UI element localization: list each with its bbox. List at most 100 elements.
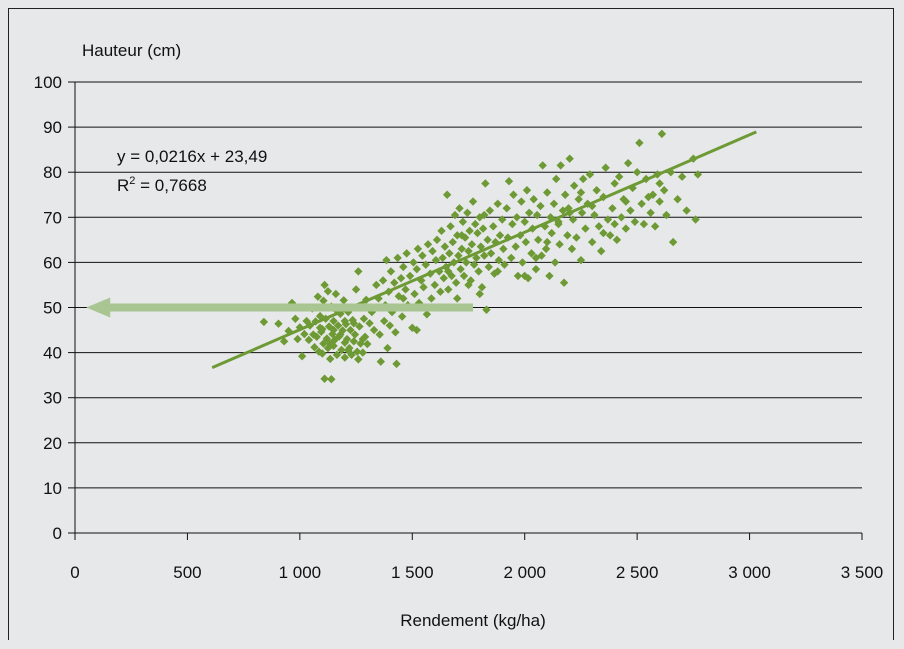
data-point [376, 357, 386, 366]
data-point [480, 251, 489, 260]
data-point [393, 253, 402, 263]
data-point [576, 255, 586, 265]
data-point [655, 179, 664, 188]
data-point [418, 251, 427, 260]
data-point [385, 321, 394, 330]
data-point [644, 192, 653, 202]
data-point [355, 322, 364, 331]
data-point [331, 289, 341, 299]
data-point [481, 179, 490, 188]
data-point [581, 224, 590, 233]
data-point [599, 228, 608, 238]
data-point [392, 359, 401, 369]
y-tick-label: 70 [43, 208, 62, 227]
data-point [456, 264, 465, 274]
data-point [351, 285, 361, 294]
data-point [673, 195, 682, 204]
data-point [577, 208, 587, 217]
data-point [421, 260, 430, 269]
data-point [569, 181, 579, 190]
data-point [468, 197, 478, 206]
data-point [440, 242, 450, 251]
data-point [522, 186, 532, 195]
axes [68, 81, 863, 540]
data-point [446, 222, 455, 231]
data-point [397, 312, 407, 321]
data-point [475, 289, 484, 299]
data-point [482, 305, 491, 314]
y-tick-label: 100 [34, 73, 62, 92]
data-point [623, 158, 633, 168]
data-point [349, 337, 359, 346]
arrow-head [86, 297, 111, 318]
data-point [326, 339, 335, 348]
data-point [551, 174, 561, 184]
y-tick-label: 60 [43, 253, 62, 272]
data-point [444, 267, 453, 276]
data-point [474, 267, 483, 276]
data-point [518, 258, 527, 267]
data-point [493, 267, 502, 276]
data-point [668, 237, 678, 247]
data-point [319, 296, 328, 305]
data-point [469, 260, 479, 269]
r-squared-label: R2 = 0,7668 [117, 175, 207, 195]
data-point [596, 246, 606, 256]
data-point [465, 226, 474, 236]
x-tick-label: 2 000 [503, 563, 546, 582]
data-point [386, 267, 396, 276]
data-point [532, 210, 542, 220]
arrow-annotation [86, 297, 473, 318]
data-point [358, 348, 368, 357]
y-tick-label: 30 [43, 389, 62, 408]
data-point [590, 210, 599, 220]
data-point [329, 325, 338, 335]
data-point [340, 353, 350, 362]
x-tick-labels: 0 500 1 000 1 500 2 000 2 500 3 000 3 500 [70, 563, 883, 582]
data-point [459, 271, 469, 281]
data-point [572, 233, 581, 242]
data-point [379, 316, 389, 326]
data-point [534, 235, 543, 245]
data-point [521, 237, 531, 247]
data-point [315, 323, 325, 332]
data-point [547, 228, 556, 238]
data-point [621, 224, 631, 233]
x-tick-label: 3 000 [728, 563, 771, 582]
y-tick-labels: 0 10 20 30 40 50 60 70 80 90 100 [34, 73, 62, 543]
data-point [337, 345, 346, 355]
r-squared-prefix: R [117, 176, 129, 195]
data-point [432, 235, 442, 245]
data-point [354, 267, 363, 276]
data-point [632, 168, 642, 177]
data-point [352, 347, 362, 356]
data-point [601, 163, 610, 172]
data-point [437, 226, 446, 236]
trendline [211, 130, 757, 370]
data-point [297, 352, 307, 361]
data-point [453, 294, 462, 303]
data-point [537, 251, 546, 260]
y-tick-label: 0 [53, 524, 62, 543]
data-point [413, 244, 423, 254]
chart-frame: Hauteur (cm) 0 10 20 30 40 50 60 70 80 90 100 0 500… [8, 8, 894, 640]
data-point [527, 249, 536, 258]
data-point [576, 188, 586, 197]
data-point [431, 255, 441, 265]
data-point [310, 342, 319, 352]
data-point [626, 206, 635, 215]
y-tick-label: 40 [43, 344, 62, 363]
data-point [453, 231, 462, 240]
data-point [639, 219, 649, 229]
data-point [358, 334, 368, 344]
data-point [339, 296, 348, 305]
data-point [619, 195, 628, 204]
data-point [612, 235, 622, 245]
data-point [543, 237, 552, 247]
data-point [531, 253, 541, 263]
r-squared-value: = 0,7668 [135, 176, 206, 195]
data-point [605, 231, 615, 240]
data-point [646, 208, 655, 217]
data-point [500, 260, 509, 269]
data-point [635, 138, 644, 148]
